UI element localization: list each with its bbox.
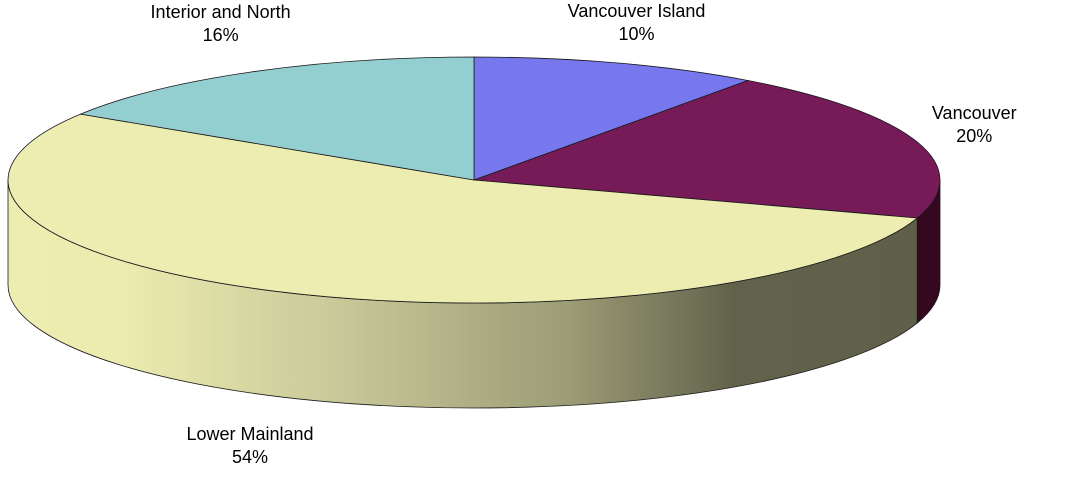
data-label-interior-and-north: Interior and North 16% xyxy=(151,1,291,47)
data-label-percent: 10% xyxy=(618,24,655,44)
data-label-name: Interior and North xyxy=(150,2,291,23)
data-label-name: Vancouver xyxy=(931,102,1017,123)
slice-interior-and-north xyxy=(79,56,475,181)
data-label-name: Vancouver Island xyxy=(567,1,706,21)
data-label-vancouver: Vancouver 20% xyxy=(932,102,1017,148)
data-label-vancouver-island: Vancouver Island 10% xyxy=(568,0,706,46)
slice-vancouver xyxy=(473,80,941,219)
data-label-percent: 54% xyxy=(232,447,269,468)
pie-slices xyxy=(7,56,941,304)
data-label-percent: 20% xyxy=(956,125,993,146)
data-label-name: Lower Mainland xyxy=(186,424,314,445)
data-label-lower-mainland: Lower Mainland 54% xyxy=(186,423,313,469)
data-label-percent: 16% xyxy=(202,25,239,46)
slice-vancouver-island xyxy=(473,56,750,181)
slice-lower-mainland xyxy=(7,113,919,304)
